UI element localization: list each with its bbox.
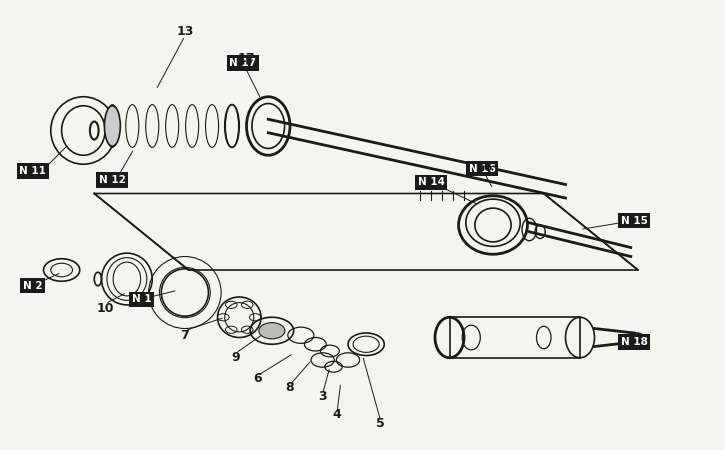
Text: N 11: N 11 (19, 166, 46, 176)
Text: 7: 7 (181, 329, 189, 342)
Text: 17: 17 (238, 52, 255, 65)
Text: 9: 9 (231, 351, 240, 364)
Text: 5: 5 (376, 418, 385, 430)
Text: N 1: N 1 (131, 294, 152, 304)
Text: 6: 6 (253, 373, 262, 385)
Text: N 12: N 12 (99, 175, 126, 185)
Text: N 14: N 14 (418, 177, 445, 187)
Text: N 18: N 18 (621, 337, 648, 347)
Text: N 2: N 2 (22, 281, 43, 291)
Text: N 15: N 15 (621, 216, 648, 225)
Text: 8: 8 (286, 382, 294, 394)
Text: 10: 10 (96, 302, 114, 315)
Text: N 16: N 16 (468, 164, 496, 174)
Text: 13: 13 (176, 25, 194, 38)
Ellipse shape (104, 106, 120, 146)
Bar (450, 317, 580, 358)
Circle shape (259, 323, 285, 339)
Text: 4: 4 (333, 409, 341, 421)
Text: N 17: N 17 (229, 58, 257, 68)
Text: 16: 16 (476, 161, 493, 174)
Text: 3: 3 (318, 391, 327, 403)
